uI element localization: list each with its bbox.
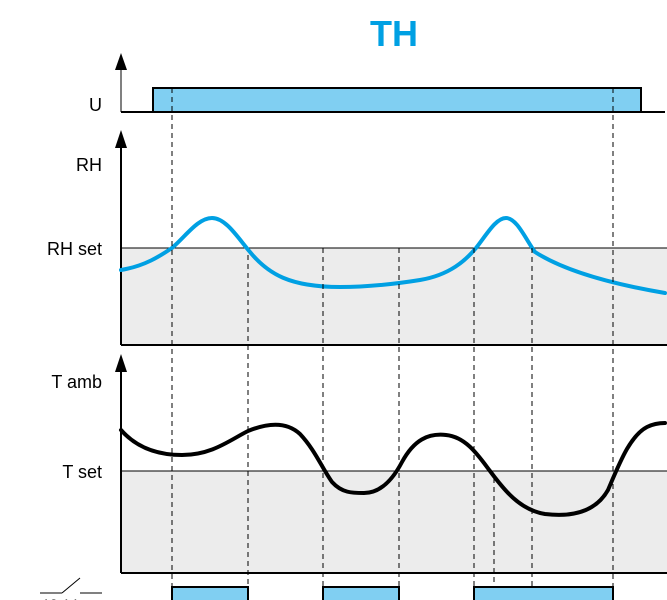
t-below-set-zone [121,471,667,573]
rh-axis [115,130,127,345]
t-amb-label: T amb [51,372,102,392]
t-set-label: T set [62,462,102,482]
output-pulse-1 [171,586,249,600]
t-amb-curve [119,421,667,517]
t-axis [115,354,127,573]
supply-axis [115,53,127,112]
rh-below-set-zone [121,248,667,345]
rh-set-label: RH set [47,239,102,259]
diagram-title: TH [370,13,418,54]
supply-label: U [89,95,102,115]
rh-label: RH [76,155,102,175]
supply-on-bar [152,87,642,113]
output-pulse-2 [322,586,400,600]
event-markers [171,88,614,600]
contact-label: 13-14 [42,596,78,600]
output-pulse-3 [473,586,614,600]
contact-symbol [40,577,102,594]
rh-curve [119,215,667,295]
